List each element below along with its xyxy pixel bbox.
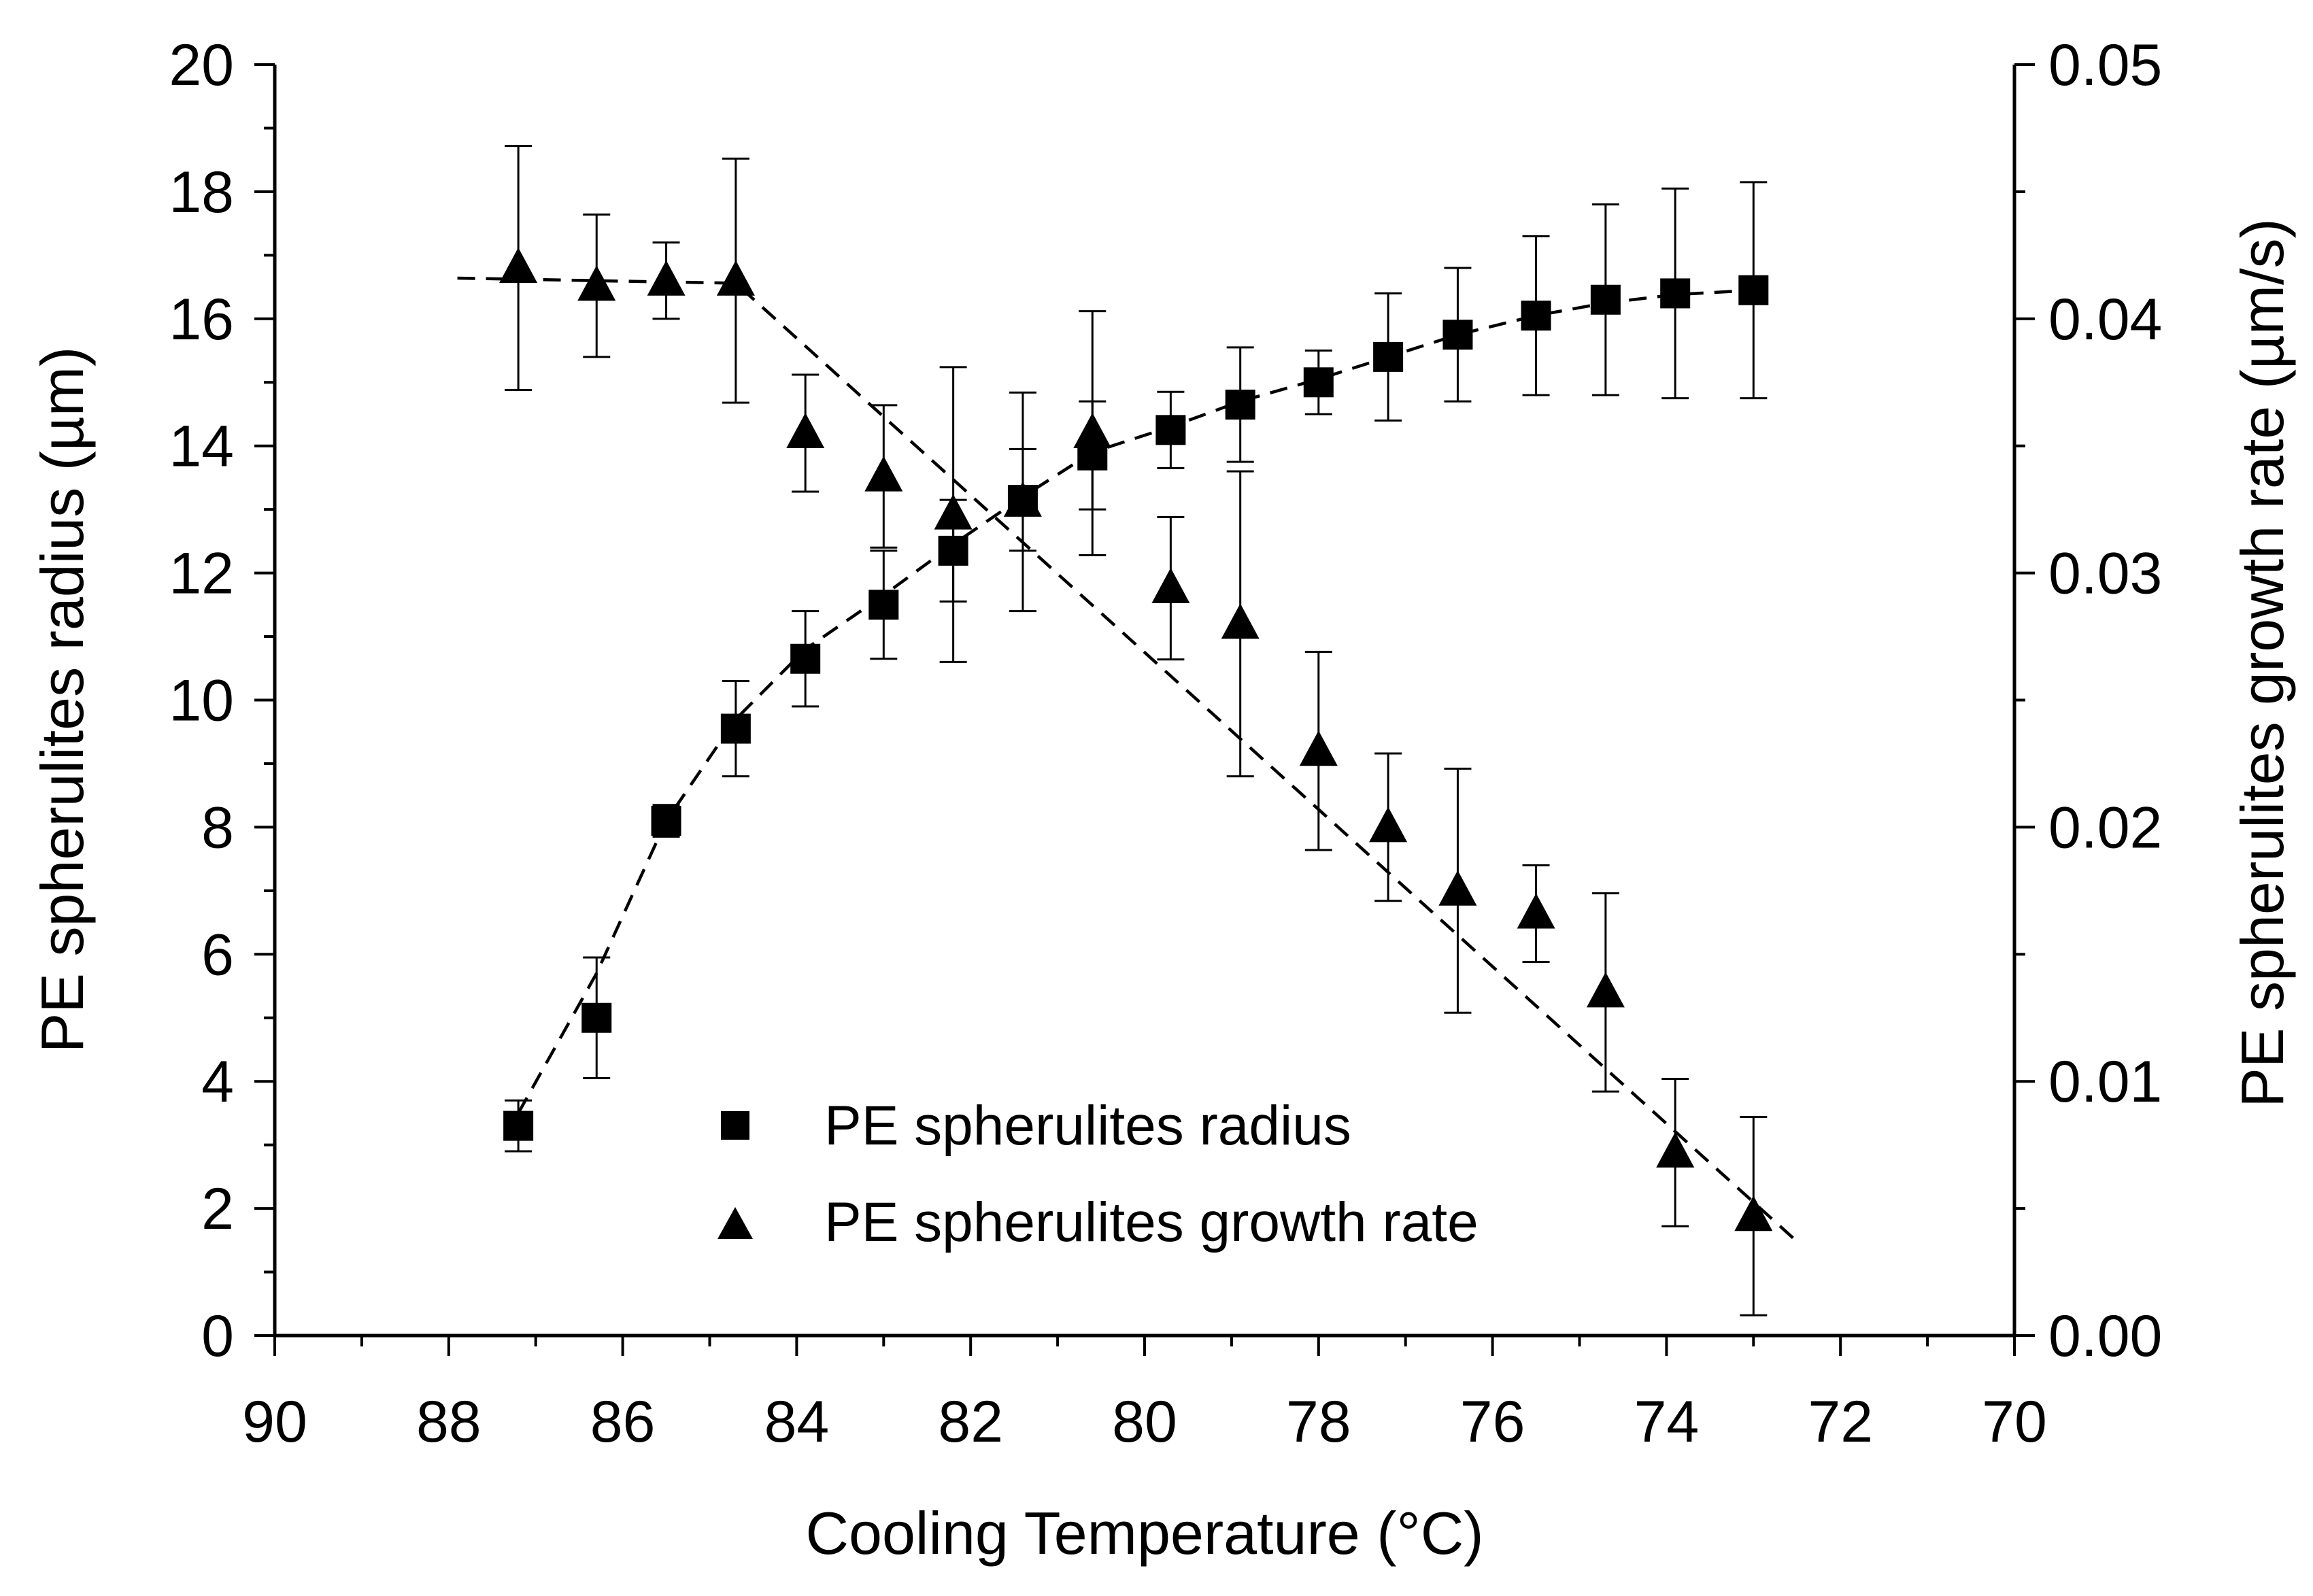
- growth-rate-point: [1221, 603, 1260, 639]
- legend-label-growth-rate: PE spherulites growth rate: [824, 1191, 1479, 1253]
- growth-rate-point: [1369, 807, 1408, 843]
- radius-point: [1521, 301, 1551, 331]
- x-tick-label: 76: [1460, 1389, 1525, 1455]
- y2-tick-label: 0.02: [2048, 795, 2162, 860]
- x-tick-label: 70: [1982, 1389, 2047, 1455]
- x-tick-label: 82: [938, 1389, 1003, 1455]
- y-tick-label: 8: [201, 795, 234, 860]
- radius-point: [868, 590, 899, 620]
- radius-point: [1590, 284, 1621, 315]
- radius-point: [1738, 275, 1769, 305]
- growth-rate-point: [716, 260, 755, 296]
- right-y-axis-title: PE spherulites growth rate (µm/s): [2229, 218, 2296, 1108]
- legend-label-radius: PE spherulites radius: [824, 1095, 1351, 1157]
- x-tick-label: 84: [764, 1389, 830, 1455]
- growth-rate-point: [1073, 413, 1112, 448]
- radius-point: [581, 1002, 612, 1033]
- y-tick-label: 2: [201, 1176, 234, 1242]
- y2-tick-label: 0.00: [2048, 1304, 2162, 1369]
- y-tick-label: 10: [169, 668, 234, 734]
- growth-rate-point: [499, 248, 538, 283]
- radius-point: [790, 643, 821, 674]
- radius-point: [938, 535, 968, 566]
- y-tick-label: 20: [169, 33, 234, 98]
- growth-rate-point: [786, 413, 825, 448]
- y2-tick-label: 0.04: [2048, 287, 2162, 352]
- x-tick-label: 80: [1112, 1389, 1177, 1455]
- growth-rate-point: [647, 260, 686, 296]
- radius-point: [651, 806, 681, 836]
- x-tick-label: 72: [1808, 1389, 1873, 1455]
- growth-rate-point: [577, 265, 616, 301]
- radius-point: [1442, 320, 1473, 350]
- x-axis-ticks: 90 88 86 84 82 80 78 76 74 72 70: [242, 1336, 2047, 1455]
- y-tick-label: 14: [169, 414, 234, 479]
- y-tick-label: 12: [169, 541, 234, 607]
- growth-rate-trend-line: [457, 276, 1798, 1243]
- y-tick-label: 0: [201, 1304, 234, 1369]
- radius-point: [503, 1110, 534, 1141]
- y-tick-label: 4: [201, 1049, 234, 1115]
- y-tick-label: 6: [201, 922, 234, 987]
- y-tick-label: 18: [169, 160, 234, 225]
- right-y-axis-ticks: 0.00 0.01 0.02 0.03 0.04 0.05: [2014, 33, 2162, 1369]
- y2-tick-label: 0.01: [2048, 1049, 2162, 1115]
- radius-point: [1373, 341, 1404, 372]
- y-tick-label: 16: [169, 287, 234, 352]
- legend: PE spherulites radius PE spherulites gro…: [717, 1095, 1479, 1253]
- x-tick-label: 78: [1286, 1389, 1351, 1455]
- y2-tick-label: 0.05: [2048, 33, 2162, 98]
- left-y-axis-ticks: 0 2 4 6 8 10 12 14 16 18 20: [169, 33, 275, 1369]
- radius-point: [1660, 278, 1691, 309]
- radius-point: [720, 713, 751, 744]
- growth-rate-point: [1438, 870, 1477, 906]
- radius-point: [1303, 367, 1334, 398]
- growth-rate-point: [1151, 568, 1190, 603]
- legend-triangle-marker: [717, 1207, 753, 1239]
- x-tick-label: 86: [590, 1389, 656, 1455]
- growth-rate-point: [1656, 1132, 1695, 1168]
- x-tick-label: 74: [1634, 1389, 1700, 1455]
- x-tick-label: 90: [242, 1389, 307, 1455]
- growth-rate-point: [1734, 1195, 1773, 1232]
- x-axis-title: Cooling Temperature (°C): [805, 1499, 1483, 1567]
- growth-rate-point: [1517, 893, 1555, 929]
- growth-rate-point: [934, 494, 973, 530]
- data-markers: [499, 248, 1773, 1232]
- left-y-axis-title: PE spherulites radius (µm): [29, 347, 96, 1053]
- growth-rate-point: [864, 456, 903, 492]
- growth-rate-point: [1003, 481, 1042, 517]
- radius-point: [1155, 415, 1186, 445]
- growth-rate-point: [1299, 730, 1338, 766]
- legend-square-marker: [721, 1111, 749, 1140]
- radius-point: [1225, 389, 1255, 420]
- x-tick-label: 88: [416, 1389, 482, 1455]
- y2-tick-label: 0.03: [2048, 541, 2162, 607]
- growth-rate-point: [1586, 972, 1625, 1008]
